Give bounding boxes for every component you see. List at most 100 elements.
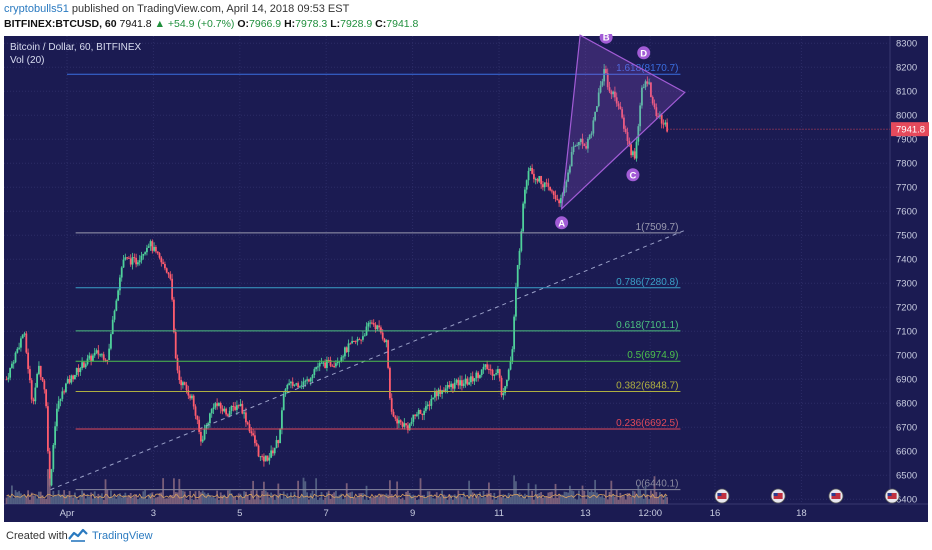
pattern-point-marker[interactable] [555,216,569,230]
candle-body [300,385,303,387]
volume-bar [468,480,471,504]
pattern-point-label: C [629,170,636,181]
volume-bar [25,497,28,504]
candle-body [322,362,325,364]
candle-body [648,82,651,84]
candle-body [578,141,580,146]
volume-bar [414,497,417,504]
volume-bar [488,482,490,504]
price-chart[interactable]: 6400 6500 6600 6700 6800 6900 7000 7100 7200 7300… [0,34,932,522]
volume-bar [216,490,219,504]
economic-event-flag-icon[interactable] [828,488,844,504]
candle-body [633,151,636,159]
triangle-pattern[interactable] [560,34,686,211]
pattern-point-marker[interactable] [637,46,651,60]
plot-area[interactable] [4,36,890,504]
pattern-point-marker[interactable] [626,168,640,182]
candle-body [43,380,46,390]
candle-body [403,423,406,427]
volume-bar [509,497,512,504]
volume-bar [347,493,350,504]
candle-body [324,362,327,368]
candle-body [68,378,71,383]
last-price-badge-text: 7941.8 [896,125,925,136]
time-axis[interactable] [4,504,928,522]
candle-body [536,178,539,182]
volume-bar [144,490,147,504]
volume-bar [160,492,163,504]
volume-indicator-label[interactable]: Vol (20) [10,55,45,66]
tradingview-brand-link[interactable]: TradingView [92,530,153,542]
candle-body [479,375,481,378]
candle-body [149,241,152,247]
volume-bar [389,480,391,504]
volume-bar [336,496,339,504]
volume-bar [554,483,557,504]
candle-body [210,409,213,414]
volume-bar [237,493,240,504]
candle-body [264,455,267,462]
volume-bar [515,481,517,504]
x-tick-label: Apr [60,508,75,519]
author-link[interactable]: cryptobulls51 [4,3,69,15]
candle-body [56,408,58,427]
volume-bar [563,491,566,504]
candle-body [506,379,508,387]
candle-body [507,369,510,380]
volume-bar [642,498,645,504]
candle-body [83,362,85,368]
candle-body [628,140,631,145]
candle-body [315,367,318,370]
tradingview-logo-icon[interactable] [68,528,88,542]
candle-body [356,339,359,342]
candle-body [651,97,654,104]
y-tick-label: 7300 [896,279,917,290]
close-label: C: [375,18,387,30]
volume-bar [664,494,667,504]
candle-body [173,299,175,333]
candle-body [20,338,22,348]
y-tick-label: 7500 [896,231,917,242]
volume-bar [527,483,530,504]
candle-body [207,423,210,425]
publish-info: published on TradingView.com, April 14, … [71,3,350,15]
volume-bar [277,483,280,504]
candle-body [362,336,364,340]
candle-body [396,418,399,424]
candle-body [250,431,253,434]
candle-body [453,382,456,389]
candle-body [137,262,139,265]
price-axis[interactable] [890,36,928,504]
volume-bar [90,492,93,504]
economic-event-flag-icon[interactable] [884,488,900,504]
candle-body [484,364,487,367]
candle-body [14,352,17,363]
volume-bar [421,495,424,504]
x-tick-label: 16 [710,508,721,519]
candle-body [185,384,188,391]
volume-bar [61,495,64,504]
candle-body [218,403,220,406]
footer: Created with TradingView [0,522,932,550]
volume-bar [430,494,433,504]
volume-bar [203,492,206,504]
candle-body [378,325,381,328]
candle-body [374,324,377,330]
candle-body [72,375,75,380]
volume-bar [201,490,204,504]
economic-event-flag-icon[interactable] [714,488,730,504]
pattern-point-marker[interactable] [599,34,613,44]
volume-bar [624,499,627,504]
candle-body [540,176,543,185]
volume-bar [516,494,519,504]
y-tick-label: 6700 [896,423,917,434]
volume-bar [543,497,546,504]
candle-body [52,445,55,470]
trend-line[interactable] [50,229,685,491]
candle-body [390,398,393,412]
volume-bar [459,495,462,504]
candle-body [115,300,118,311]
economic-event-flag-icon[interactable] [770,488,786,504]
candle-body [642,87,645,89]
candle-body [102,354,105,360]
